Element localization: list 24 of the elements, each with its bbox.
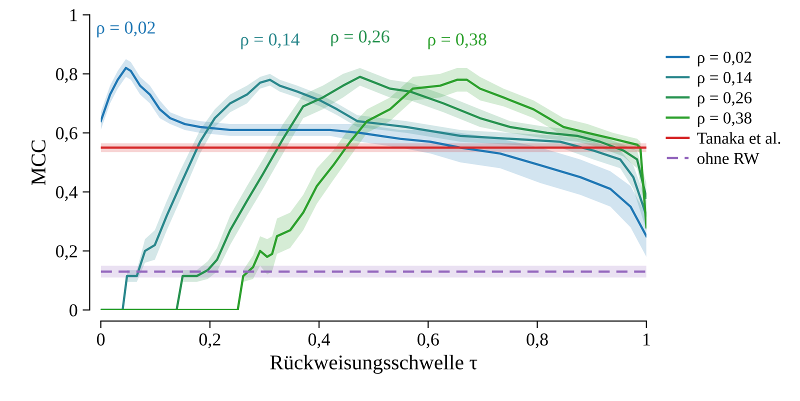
x-tick-label: 0 — [96, 333, 105, 346]
y-tick-label: 0,8 — [56, 68, 78, 83]
legend-label: ρ = 0,26 — [698, 92, 752, 107]
annotation: ρ = 0,26 — [331, 30, 390, 46]
legend-label: ρ = 0,38 — [698, 112, 752, 127]
x-tick-label: 0,4 — [308, 333, 330, 348]
y-tick-label: 1 — [70, 9, 77, 22]
legend-label: Tanaka et al. — [697, 132, 780, 144]
legend-label: ρ = 0,14 — [698, 72, 752, 87]
annotation: ρ = 0,38 — [428, 33, 486, 50]
x-tick-label: 1 — [643, 334, 650, 346]
annotation: ρ = 0,14 — [241, 33, 300, 50]
y-tick-label: 0,6 — [56, 127, 78, 142]
x-axis-title: Rückweisungsschwelle τ — [270, 354, 478, 374]
x-tick-label: 0,8 — [526, 333, 548, 348]
annotation: ρ = 0,02 — [97, 22, 155, 38]
y-axis-title: MCC — [32, 140, 46, 185]
legend-label: ohne RW — [697, 152, 760, 164]
x-tick-label: 0,2 — [199, 333, 220, 348]
legend-label: ρ = 0,02 — [698, 52, 752, 66]
y-tick-label: 0,2 — [56, 245, 77, 260]
y-tick-label: 0,4 — [56, 186, 78, 201]
y-tick-label: 0 — [70, 304, 78, 316]
x-tick-label: 0,6 — [418, 333, 439, 348]
